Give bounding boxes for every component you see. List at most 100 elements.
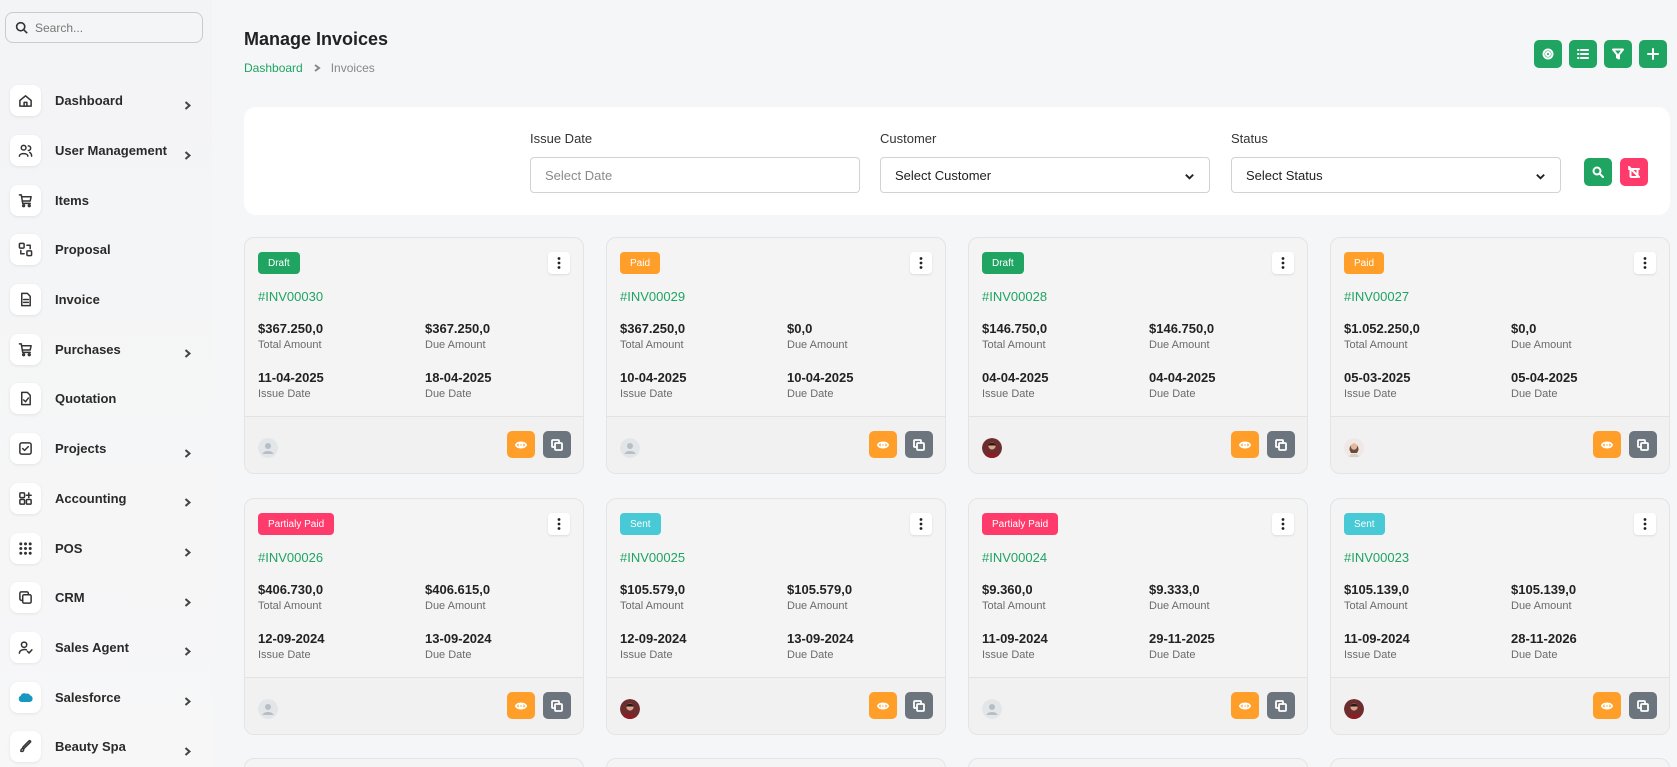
sidebar-item-label: Dashboard xyxy=(55,93,123,109)
chevron-down-icon xyxy=(1184,170,1195,185)
file-check-icon xyxy=(10,383,41,415)
view-button[interactable] xyxy=(869,692,897,719)
sidebar-item-label: Purchases xyxy=(55,341,121,357)
view-button[interactable] xyxy=(507,692,535,719)
due-date-value: 05-04-2025 xyxy=(1511,370,1578,385)
more-vertical-icon xyxy=(1643,518,1647,530)
invoice-card-partial xyxy=(968,758,1308,767)
total-amount-label: Total Amount xyxy=(982,339,1046,351)
settings-button[interactable] xyxy=(1534,40,1562,68)
view-button[interactable] xyxy=(507,431,535,458)
copy-icon xyxy=(913,438,925,451)
customer-avatar xyxy=(982,699,1002,719)
duplicate-button[interactable] xyxy=(1267,692,1295,719)
issue-date-label: Issue Date xyxy=(530,131,593,146)
invoice-number-link[interactable]: #INV00027 xyxy=(1344,289,1410,304)
total-amount-value: $406.730,0 xyxy=(258,582,324,597)
duplicate-button[interactable] xyxy=(543,692,571,719)
sidebar-item-invoice[interactable]: Invoice xyxy=(0,275,212,325)
sidebar-item-beauty-spa[interactable]: Beauty Spa xyxy=(0,722,212,767)
reset-filter-button[interactable] xyxy=(1620,158,1648,186)
sidebar-item-dashboard[interactable]: Dashboard xyxy=(0,76,212,126)
sidebar-item-accounting[interactable]: Accounting xyxy=(0,474,212,524)
duplicate-button[interactable] xyxy=(543,431,571,458)
sidebar-item-projects[interactable]: Projects xyxy=(0,424,212,474)
sidebar-item-pos[interactable]: POS xyxy=(0,523,212,573)
search-input[interactable]: Search... xyxy=(5,12,203,43)
sidebar-item-quotation[interactable]: Quotation xyxy=(0,374,212,424)
due-date-label: Due Date xyxy=(1511,649,1558,661)
more-options-button[interactable] xyxy=(1634,513,1656,535)
view-button[interactable] xyxy=(1231,431,1259,458)
chevron-right-icon xyxy=(183,345,192,359)
sidebar-item-purchases[interactable]: Purchases xyxy=(0,324,212,374)
file-icon xyxy=(10,284,41,316)
card-footer xyxy=(245,677,583,734)
invoice-card: Sent #INV00023 $105.139,0 Total Amount $105.… xyxy=(1330,498,1670,735)
due-amount-value: $105.139,0 xyxy=(1511,582,1577,597)
customer-avatar xyxy=(620,438,640,458)
more-options-button[interactable] xyxy=(548,252,570,274)
chevron-right-icon xyxy=(183,494,192,508)
due-date-value: 04-04-2025 xyxy=(1149,370,1216,385)
total-amount-label: Total Amount xyxy=(620,600,684,612)
total-amount-value: $9.360,0 xyxy=(982,582,1033,597)
view-button[interactable] xyxy=(869,431,897,458)
more-options-button[interactable] xyxy=(548,513,570,535)
apply-filter-button[interactable] xyxy=(1584,158,1612,186)
issue-date-input[interactable]: Select Date xyxy=(530,157,860,193)
invoice-number-link[interactable]: #INV00024 xyxy=(982,550,1048,565)
sidebar-item-label: Quotation xyxy=(55,391,117,407)
more-vertical-icon xyxy=(1281,518,1285,530)
invoice-number-link[interactable]: #INV00026 xyxy=(258,550,324,565)
apps-icon xyxy=(10,482,41,514)
sidebar-item-salesforce[interactable]: Salesforce xyxy=(0,672,212,722)
duplicate-button[interactable] xyxy=(905,431,933,458)
invoice-number-link[interactable]: #INV00025 xyxy=(620,550,686,565)
more-options-button[interactable] xyxy=(910,513,932,535)
due-date-value: 13-09-2024 xyxy=(425,631,492,646)
sidebar-item-proposal[interactable]: Proposal xyxy=(0,225,212,275)
customer-select[interactable]: Select Customer xyxy=(880,157,1210,193)
sidebar-item-sales-agent[interactable]: Sales Agent xyxy=(0,623,212,673)
plus-icon xyxy=(1647,48,1659,60)
issue-date-label: Issue Date xyxy=(258,388,311,400)
duplicate-button[interactable] xyxy=(1267,431,1295,458)
breadcrumb-dashboard-link[interactable]: Dashboard xyxy=(244,61,303,75)
status-select[interactable]: Select Status xyxy=(1231,157,1561,193)
user-check-icon xyxy=(10,631,41,663)
more-options-button[interactable] xyxy=(1272,252,1294,274)
duplicate-button[interactable] xyxy=(1629,692,1657,719)
duplicate-button[interactable] xyxy=(905,692,933,719)
more-options-button[interactable] xyxy=(1272,513,1294,535)
view-button[interactable] xyxy=(1231,692,1259,719)
invoice-number-link[interactable]: #INV00029 xyxy=(620,289,686,304)
invoice-card-partial xyxy=(606,758,946,767)
total-amount-label: Total Amount xyxy=(620,339,684,351)
invoice-number-link[interactable]: #INV00023 xyxy=(1344,550,1410,565)
sidebar-item-items[interactable]: Items xyxy=(0,175,212,225)
search-icon xyxy=(1592,166,1604,178)
invoice-card: Partialy Paid #INV00024 $9.360,0 Total Amou… xyxy=(968,498,1308,735)
due-amount-label: Due Amount xyxy=(1149,339,1210,351)
brush-icon xyxy=(10,731,41,763)
more-options-button[interactable] xyxy=(1634,252,1656,274)
more-options-button[interactable] xyxy=(910,252,932,274)
view-button[interactable] xyxy=(1593,431,1621,458)
page-title: Manage Invoices xyxy=(244,29,389,49)
due-amount-label: Due Amount xyxy=(1511,600,1572,612)
list-view-button[interactable] xyxy=(1569,40,1597,68)
filter-button[interactable] xyxy=(1604,40,1632,68)
create-invoice-button[interactable] xyxy=(1639,40,1667,68)
total-amount-label: Total Amount xyxy=(1344,600,1408,612)
chevron-right-icon xyxy=(183,693,192,706)
sidebar-item-crm[interactable]: CRM xyxy=(0,573,212,623)
breadcrumb: Dashboard Invoices xyxy=(244,61,375,75)
sidebar-item-user-management[interactable]: User Management xyxy=(0,126,212,176)
view-button[interactable] xyxy=(1593,692,1621,719)
invoice-number-link[interactable]: #INV00030 xyxy=(258,289,324,304)
invoice-number-link[interactable]: #INV00028 xyxy=(982,289,1048,304)
duplicate-button[interactable] xyxy=(1629,431,1657,458)
cart-icon xyxy=(10,333,41,365)
status-badge: Partialy Paid xyxy=(982,513,1059,535)
